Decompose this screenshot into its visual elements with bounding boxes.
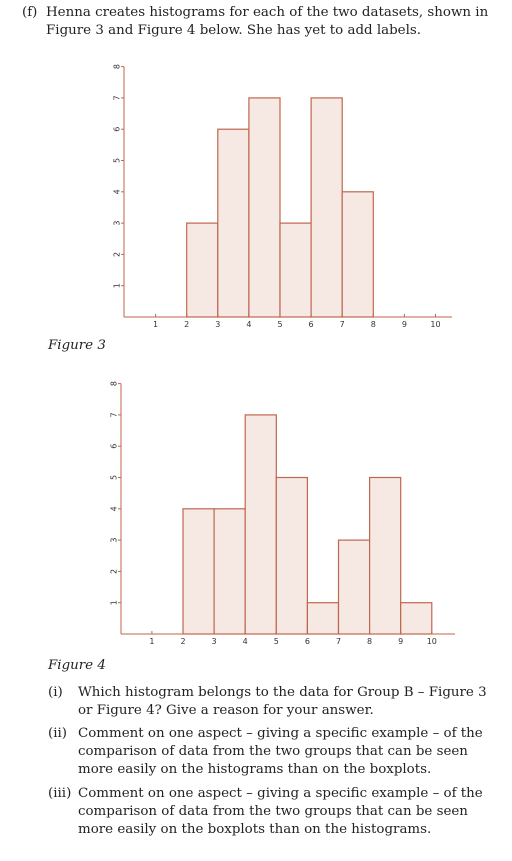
x-tick-label: 4 xyxy=(243,637,248,646)
histogram-bar xyxy=(341,191,374,318)
histogram-bar xyxy=(310,97,343,318)
question-ii-label: (ii) xyxy=(48,726,68,741)
histogram-bar xyxy=(186,222,219,318)
histogram-bar xyxy=(244,414,277,635)
y-tick-label: 7 xyxy=(113,95,122,100)
x-tick-label: 8 xyxy=(367,637,372,646)
histogram-bar xyxy=(248,97,281,318)
x-tick-label: 10 xyxy=(427,637,437,646)
x-tick-label: 6 xyxy=(309,320,314,329)
part-label: (f) xyxy=(22,5,38,20)
question-iii-text: Comment on one aspect – giving a specifi… xyxy=(78,786,483,837)
histogram-bar xyxy=(182,508,215,635)
y-tick-label: 5 xyxy=(110,475,119,480)
x-tick-label: 8 xyxy=(371,320,376,329)
histogram-figure-4: 1 2 3 4 5 6 7 8 1 2 3 4 5 6 7 8 9 10 xyxy=(110,381,455,646)
y-tick-label: 2 xyxy=(110,569,119,574)
y-tick-label: 8 xyxy=(113,64,122,69)
x-tick-label: 7 xyxy=(336,637,341,646)
histogram-bar xyxy=(369,476,402,635)
question-iii-label: (iii) xyxy=(48,786,72,801)
y-tick-label: 2 xyxy=(113,252,122,257)
x-tick-label: 3 xyxy=(215,320,220,329)
histogram-bar xyxy=(213,508,246,635)
x-tick-label: 9 xyxy=(398,637,403,646)
x-tick-label: 2 xyxy=(184,320,189,329)
x-tick-label: 4 xyxy=(246,320,251,329)
y-tick-label: 8 xyxy=(110,381,119,386)
x-tick-label: 7 xyxy=(340,320,345,329)
question-i-label: (i) xyxy=(48,685,63,700)
y-tick-label: 4 xyxy=(113,189,122,194)
x-tick-label: 2 xyxy=(180,637,185,646)
y-tick-label: 1 xyxy=(110,600,119,605)
x-tick-label: 10 xyxy=(430,320,440,329)
histogram-figure-3: 1 2 3 4 5 6 7 8 1 2 3 4 5 6 7 8 9 10 xyxy=(113,64,452,329)
x-tick-label: 3 xyxy=(212,637,217,646)
y-tick-label: 6 xyxy=(113,127,122,132)
y-tick-label: 1 xyxy=(113,283,122,288)
x-tick-label: 9 xyxy=(402,320,407,329)
histogram-bar xyxy=(400,602,433,635)
y-tick-label: 6 xyxy=(110,444,119,449)
y-tick-label: 4 xyxy=(110,506,119,511)
histogram-bar xyxy=(337,539,371,635)
figure-3-caption: Figure 3 xyxy=(48,338,106,353)
y-tick-label: 7 xyxy=(110,412,119,417)
y-tick-label: 3 xyxy=(113,221,122,226)
y-tick-label: 3 xyxy=(110,538,119,543)
histogram-bar xyxy=(275,476,308,635)
histogram-bar xyxy=(279,222,312,318)
y-tick-label: 5 xyxy=(113,158,122,163)
question-ii-text: Comment on one aspect – giving a specifi… xyxy=(78,726,483,777)
histogram-bar xyxy=(217,128,250,318)
figure-4-caption: Figure 4 xyxy=(48,658,106,673)
x-tick-label: 6 xyxy=(305,637,310,646)
x-tick-label: 5 xyxy=(277,320,282,329)
histogram-bar xyxy=(306,602,340,635)
x-tick-label: 5 xyxy=(274,637,279,646)
x-tick-label: 1 xyxy=(149,637,154,646)
x-tick-label: 1 xyxy=(153,320,158,329)
question-i-text: Which histogram belongs to the data for … xyxy=(78,685,487,718)
intro-text: Henna creates histograms for each of the… xyxy=(46,5,489,38)
